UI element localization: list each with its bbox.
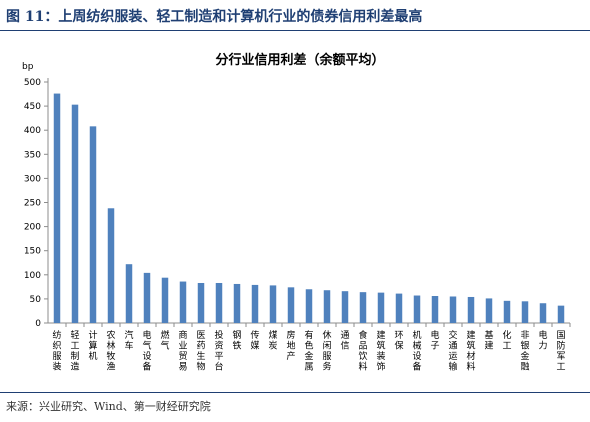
category-label: 房地产	[286, 329, 295, 362]
category-label: 电气设备	[142, 329, 151, 373]
category-label: 机械设备	[412, 329, 421, 373]
bar	[377, 292, 385, 323]
bar	[413, 295, 421, 323]
y-tick-label: 300	[24, 174, 41, 184]
bar	[521, 301, 529, 323]
figure-title: 图 11：上周纺织服装、轻工制造和计算机行业的债券信用利差最高	[6, 9, 423, 25]
y-tick-label: 100	[24, 271, 41, 281]
bar	[467, 296, 475, 323]
category-label: 轻工制造	[70, 329, 79, 373]
category-label: 休闲服务	[322, 329, 331, 373]
y-tick-label: 450	[24, 102, 41, 112]
category-label: 煤炭	[268, 329, 277, 352]
category-label: 传媒	[250, 329, 259, 352]
y-tick-label: 500	[24, 78, 41, 88]
bar	[287, 287, 295, 323]
category-label: 环保	[394, 330, 403, 352]
bar	[233, 283, 241, 323]
y-tick-label: 150	[24, 247, 41, 257]
category-label: 投资平台	[214, 329, 223, 373]
category-label: 基建	[484, 329, 493, 352]
category-labels: 纺织服装轻工制造计算机农林牧渔汽车电气设备燃气商业贸易医药生物投资平台钢铁传媒煤…	[52, 329, 565, 373]
category-label: 医药生物	[196, 330, 205, 373]
bar	[539, 303, 547, 323]
category-label: 燃气	[160, 329, 169, 352]
chart-title: 分行业信用利差（余额平均）	[215, 52, 384, 68]
category-label: 纺织服装	[52, 329, 61, 373]
category-label: 钢铁	[232, 329, 241, 352]
bar	[107, 208, 115, 323]
category-label: 建筑材料	[466, 329, 475, 373]
bar	[503, 300, 511, 323]
category-label: 电力	[538, 329, 547, 352]
bar	[395, 293, 403, 323]
category-label: 食品饮料	[358, 329, 367, 373]
y-tick-label: 400	[24, 126, 41, 136]
category-label: 化工	[502, 329, 511, 352]
y-tick-label: 50	[30, 295, 42, 305]
y-tick-label: 200	[24, 223, 41, 233]
bar	[53, 93, 61, 324]
bar	[449, 296, 457, 323]
x-axis	[48, 322, 571, 327]
bar-chart: 分行业信用利差（余额平均） bp 0 50 100 150 200 250 300 350 40…	[22, 52, 571, 373]
bar	[431, 296, 439, 323]
bar	[557, 305, 565, 323]
y-tick-label: 250	[24, 199, 41, 209]
footer-divider	[0, 392, 590, 393]
figure-header: 图 11：上周纺织服装、轻工制造和计算机行业的债券信用利差最高	[0, 0, 590, 34]
bar	[269, 285, 277, 323]
bar	[197, 282, 205, 323]
category-label: 汽车	[124, 329, 133, 352]
bar	[125, 264, 133, 323]
category-label: 建筑装饰	[376, 329, 385, 373]
bar	[323, 290, 331, 323]
bar	[71, 104, 79, 324]
source-note: 来源：兴业研究、Wind、第一财经研究院	[6, 400, 211, 413]
category-label: 电子	[430, 329, 439, 352]
y-axis-unit-label: bp	[22, 62, 34, 72]
category-label: 通信	[340, 330, 349, 352]
bar	[341, 291, 349, 323]
category-label: 计算机	[88, 329, 97, 362]
bar	[305, 289, 313, 323]
bar	[161, 277, 169, 323]
category-label: 有色金属	[304, 329, 313, 373]
bar	[89, 126, 97, 324]
y-tick-label: 350	[24, 150, 41, 160]
bar	[143, 272, 151, 323]
bar	[179, 281, 187, 323]
bar	[485, 298, 493, 323]
header-divider	[0, 30, 590, 31]
category-label: 商业贸易	[178, 329, 187, 373]
bar	[251, 284, 259, 323]
category-label: 非银金融	[520, 329, 529, 373]
bar	[215, 282, 223, 323]
category-label: 农林牧渔	[106, 329, 115, 373]
bar	[359, 292, 367, 323]
y-tick-label: 0	[35, 319, 41, 329]
category-label: 国防军工	[556, 330, 565, 373]
category-label: 交通运输	[448, 329, 457, 373]
y-axis: 0 50 100 150 200 250 300 350 400 450 500	[24, 78, 49, 329]
bar-series	[53, 93, 565, 324]
